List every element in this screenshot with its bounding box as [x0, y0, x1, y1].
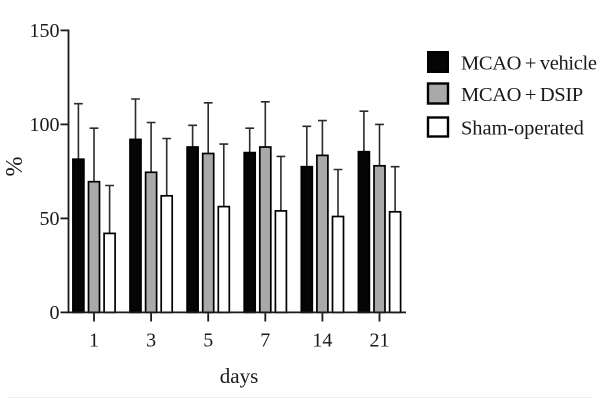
svg-text:%: % [2, 157, 28, 177]
svg-text:0: 0 [50, 302, 60, 324]
svg-text:7: 7 [260, 330, 270, 352]
svg-text:days: days [220, 364, 259, 388]
svg-text:21: 21 [370, 330, 390, 352]
svg-text:150: 150 [30, 20, 60, 42]
svg-text:14: 14 [312, 330, 332, 352]
svg-text:50: 50 [40, 208, 60, 230]
svg-text:1: 1 [89, 330, 99, 352]
svg-text:5: 5 [203, 330, 213, 352]
svg-text:3: 3 [146, 330, 156, 352]
svg-text:MCAO + DSIP: MCAO + DSIP [461, 84, 583, 106]
svg-text:MCAO + vehicle: MCAO + vehicle [461, 53, 597, 75]
svg-text:100: 100 [30, 114, 60, 136]
svg-text:Sham-operated: Sham-operated [461, 118, 584, 140]
